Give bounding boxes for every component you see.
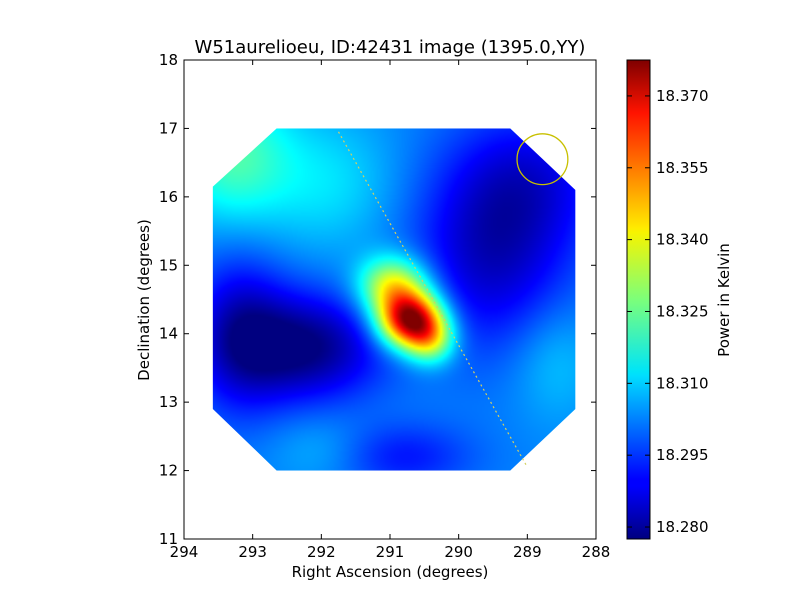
y-tick-label: 14 [159,325,178,343]
colorbar-tick-label: 18.295 [656,446,709,464]
plot-area [183,59,597,540]
heatmap-image [212,128,576,471]
x-axis-label: Right Ascension (degrees) [292,563,489,581]
colorbar-tick-label: 18.325 [656,302,709,320]
y-tick-label: 11 [159,530,178,548]
chart-title: W51aurelioeu, ID:42431 image (1395.0,YY) [195,37,586,58]
x-tick-label: 289 [513,543,542,561]
y-tick-label: 16 [159,188,178,206]
colorbar: 18.280 18.295 18.310 18.325 18.340 18.355 18.3… [626,59,733,540]
y-tick-label: 12 [159,462,178,480]
x-tick-label: 293 [238,543,267,561]
x-tick-label: 290 [444,543,473,561]
y-tick-label: 15 [159,256,178,274]
y-tick-label: 13 [159,393,178,411]
colorbar-gradient [627,60,650,539]
x-tick-label: 294 [170,543,199,561]
colorbar-tick-label: 18.340 [656,231,709,249]
colorbar-label: Power in Kelvin [715,243,733,357]
y-tick-label: 17 [159,119,178,137]
x-axis: 294 293 292 291 290 289 288 [170,60,611,561]
colorbar-tick-label: 18.310 [656,374,709,392]
y-axis: 11 12 13 14 15 16 17 18 [159,51,596,548]
beam-circle [516,133,569,186]
galactic-plane-line [337,131,528,468]
x-tick-label: 291 [376,543,405,561]
y-axis-label: Declination (degrees) [135,219,153,381]
x-tick-label: 288 [582,543,611,561]
x-tick-label: 292 [307,543,336,561]
colorbar-frame [626,59,651,540]
colorbar-tick-label: 18.370 [656,87,709,105]
y-tick-label: 18 [159,51,178,69]
colorbar-tick-label: 18.280 [656,518,709,536]
colorbar-tick-label: 18.355 [656,159,709,177]
colorbar-ticks: 18.280 18.295 18.310 18.325 18.340 18.355 18.3… [627,87,709,536]
